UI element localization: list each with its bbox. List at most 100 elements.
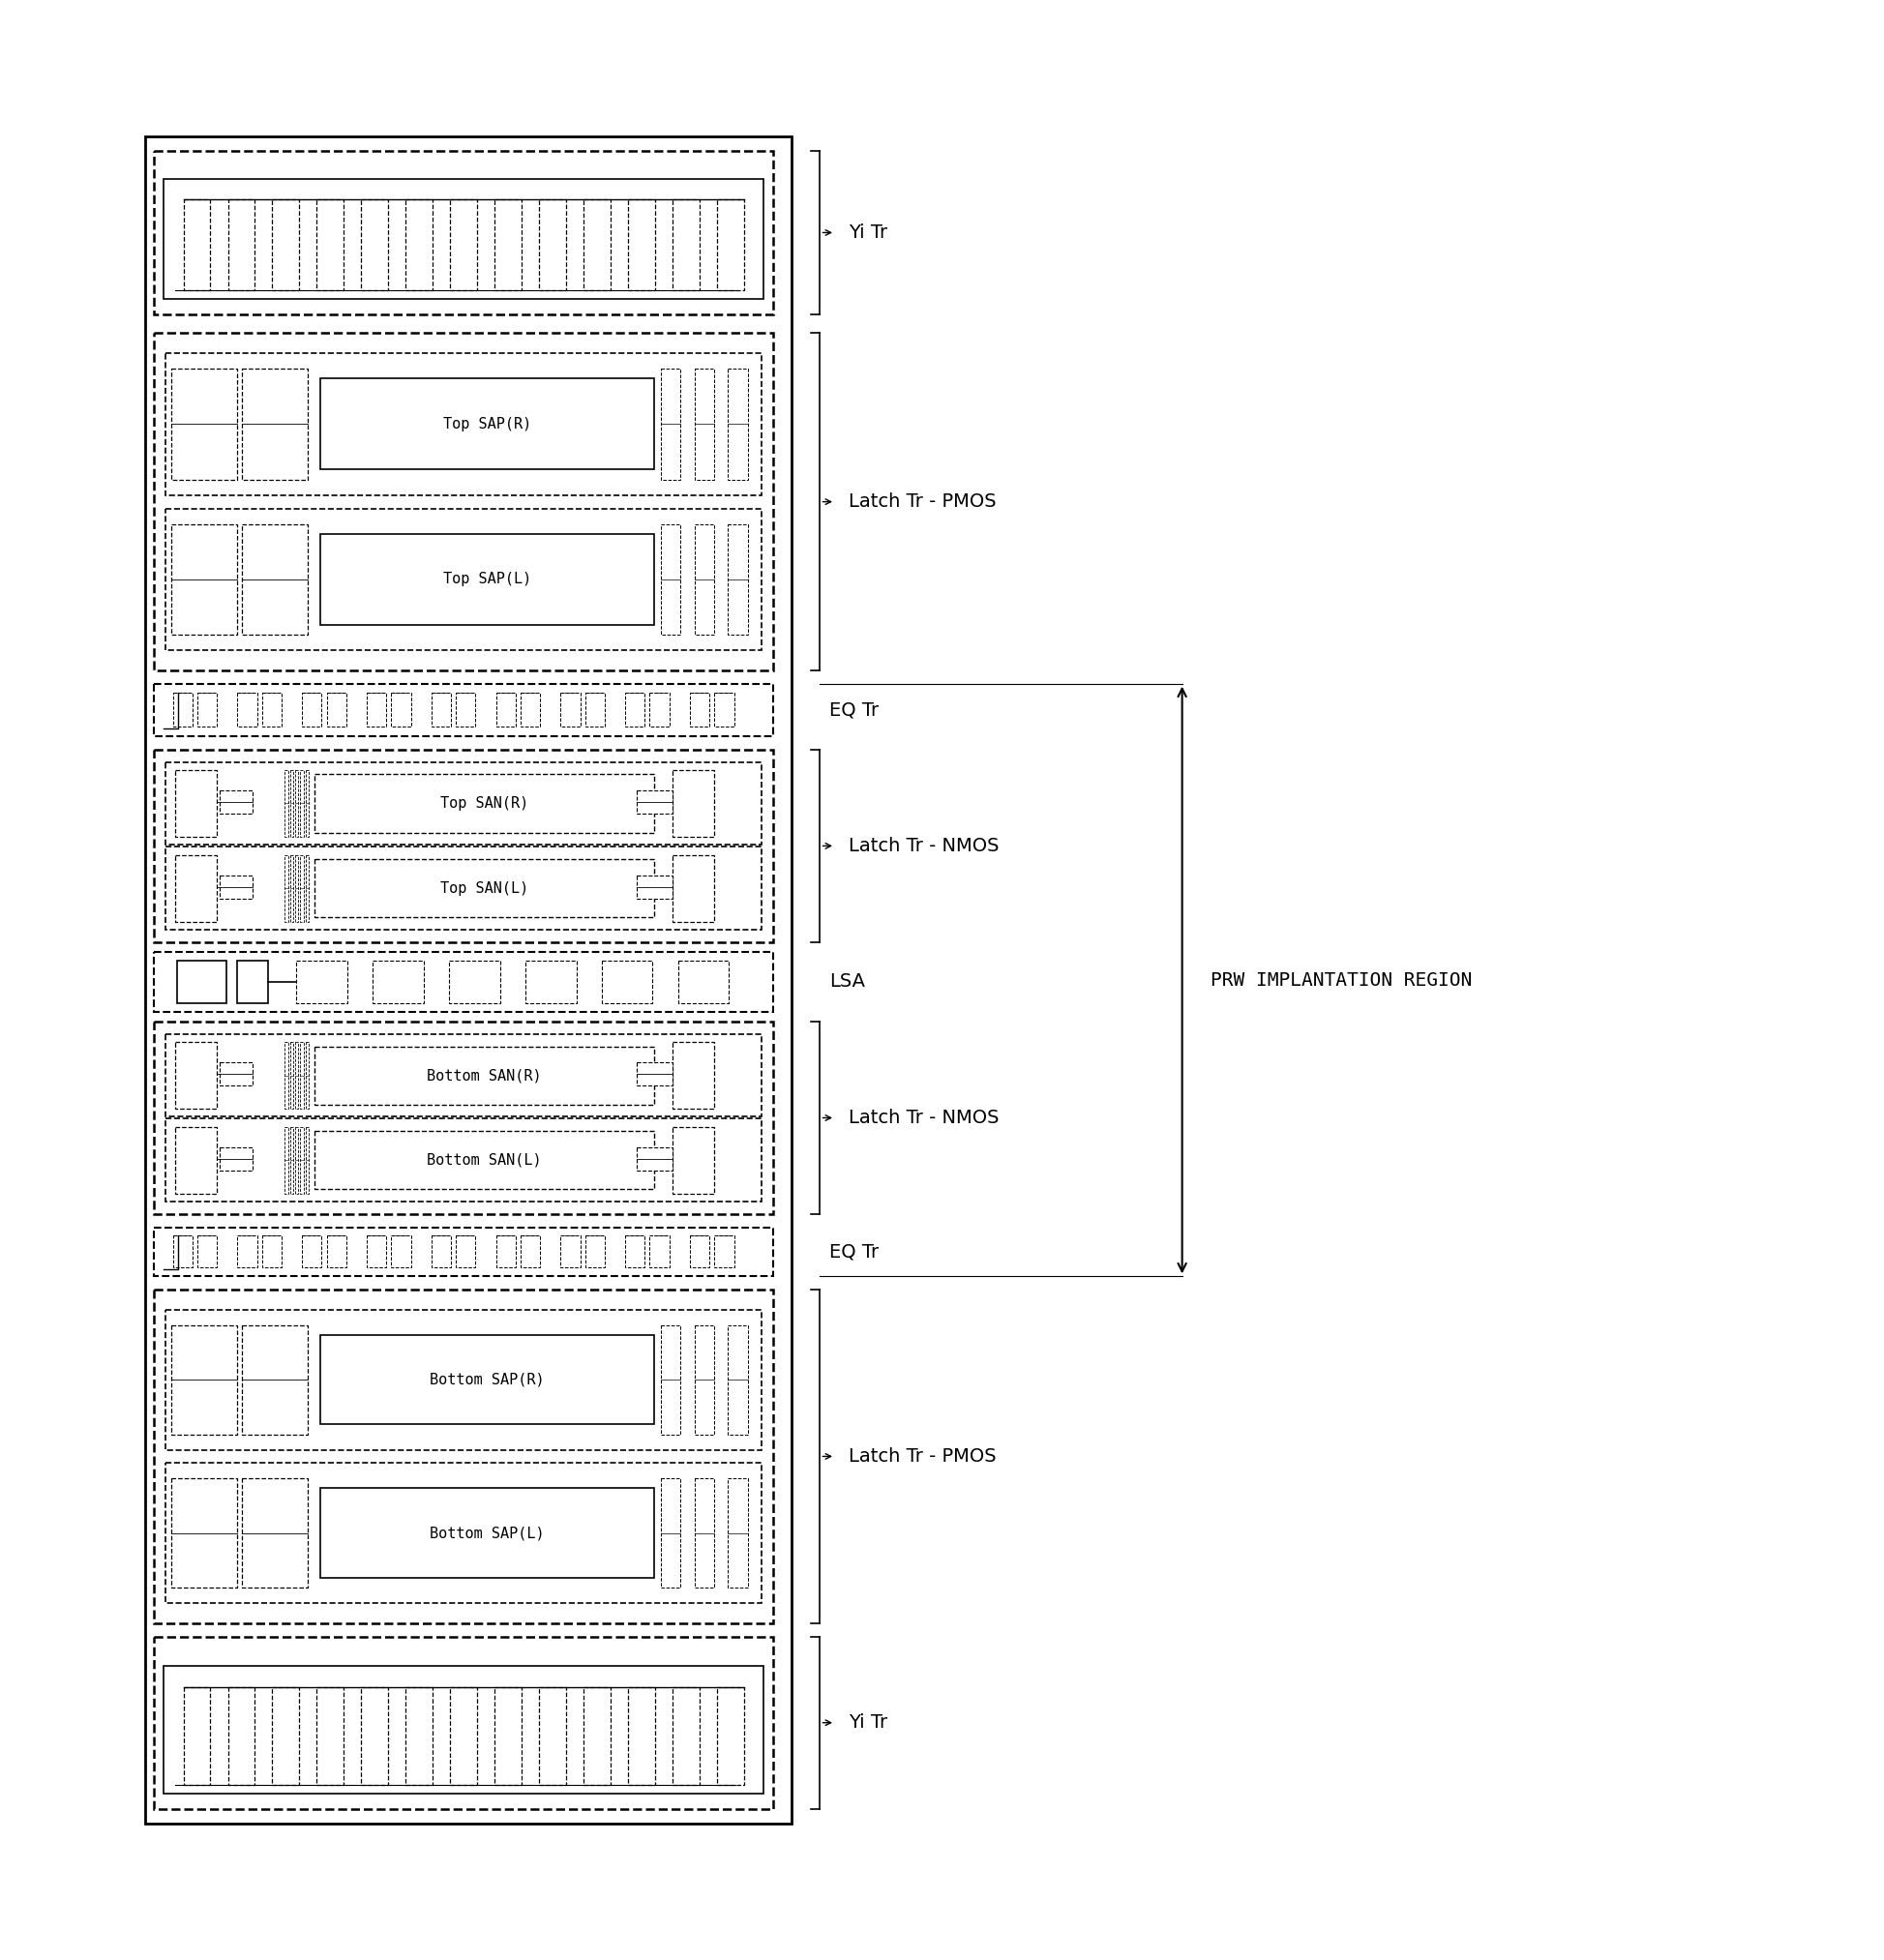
Bar [171,1478,237,1588]
Bar [183,1688,211,1786]
Bar [273,200,300,290]
Bar [154,151,772,314]
Bar [198,1237,217,1268]
Bar [296,960,347,1004]
Bar [448,960,499,1004]
Bar [166,508,761,651]
Bar [362,200,388,290]
Bar [695,523,714,635]
Bar [154,684,772,737]
Bar [166,353,761,496]
Bar [625,1237,644,1268]
Bar [392,692,411,727]
Bar [171,368,237,480]
Bar [175,770,217,837]
Text: Yi Tr: Yi Tr [848,1713,887,1733]
Bar [290,770,294,837]
Bar [317,1688,343,1786]
Bar [243,368,307,480]
Bar [561,1237,580,1268]
Bar [392,1237,411,1268]
Bar [154,1290,772,1623]
Bar [284,855,288,921]
Bar [716,200,744,290]
Bar [166,1119,761,1201]
Bar [714,692,735,727]
Bar [520,692,541,727]
Bar [661,1325,680,1435]
Bar [526,960,577,1004]
Bar [198,692,217,727]
Bar [228,1688,254,1786]
Bar [305,855,309,921]
Bar [171,523,237,635]
Text: Top SAP(L): Top SAP(L) [443,572,531,586]
Bar [145,135,791,1825]
Bar [284,1127,288,1194]
Bar [175,855,217,921]
Bar [154,953,772,1011]
Bar [320,533,654,625]
Bar [154,1637,772,1809]
Bar [315,1047,654,1103]
Text: EQ Tr: EQ Tr [829,1243,880,1260]
Bar [166,1462,761,1603]
Bar [166,1309,761,1450]
Bar [300,1127,303,1194]
Bar [695,1478,714,1588]
Bar [405,1688,433,1786]
Bar [273,1688,300,1786]
Bar [262,692,283,727]
Bar [405,200,433,290]
Bar [183,200,211,290]
Bar [154,749,772,943]
Bar [320,1488,654,1578]
Bar [237,960,268,1004]
Bar [627,1688,656,1786]
Bar [520,1237,541,1268]
Bar [539,1688,565,1786]
Bar [495,200,522,290]
Bar [177,960,226,1004]
Bar [305,1127,309,1194]
Bar [320,378,654,470]
Text: Top SAP(R): Top SAP(R) [443,417,531,431]
Bar [495,1688,522,1786]
Bar [326,692,347,727]
Bar [431,692,450,727]
Bar [315,774,654,833]
Bar [450,200,477,290]
Bar [661,1478,680,1588]
Text: Latch Tr - NMOS: Latch Tr - NMOS [848,1109,999,1127]
Bar [228,200,254,290]
Bar [284,770,288,837]
Bar [305,770,309,837]
Bar [301,692,322,727]
Bar [173,1237,192,1268]
Bar [673,855,714,921]
Bar [695,368,714,480]
Text: Top SAN(L): Top SAN(L) [441,882,529,896]
Bar [495,692,516,727]
Bar [296,1043,298,1109]
Bar [690,692,710,727]
Bar [296,770,298,837]
Bar [305,1043,309,1109]
Bar [673,1127,714,1194]
Bar [690,1237,710,1268]
Bar [586,692,605,727]
Bar [166,762,761,845]
Bar [300,770,303,837]
Bar [431,1237,450,1268]
Bar [661,368,680,480]
Bar [637,874,673,898]
Bar [219,874,252,898]
Text: Latch Tr - PMOS: Latch Tr - PMOS [848,1446,997,1466]
Bar [290,1043,294,1109]
Text: Bottom SAP(R): Bottom SAP(R) [430,1372,544,1388]
Bar [367,692,386,727]
Bar [586,1237,605,1268]
Bar [300,1043,303,1109]
Text: LSA: LSA [829,972,865,992]
Bar [243,1325,307,1435]
